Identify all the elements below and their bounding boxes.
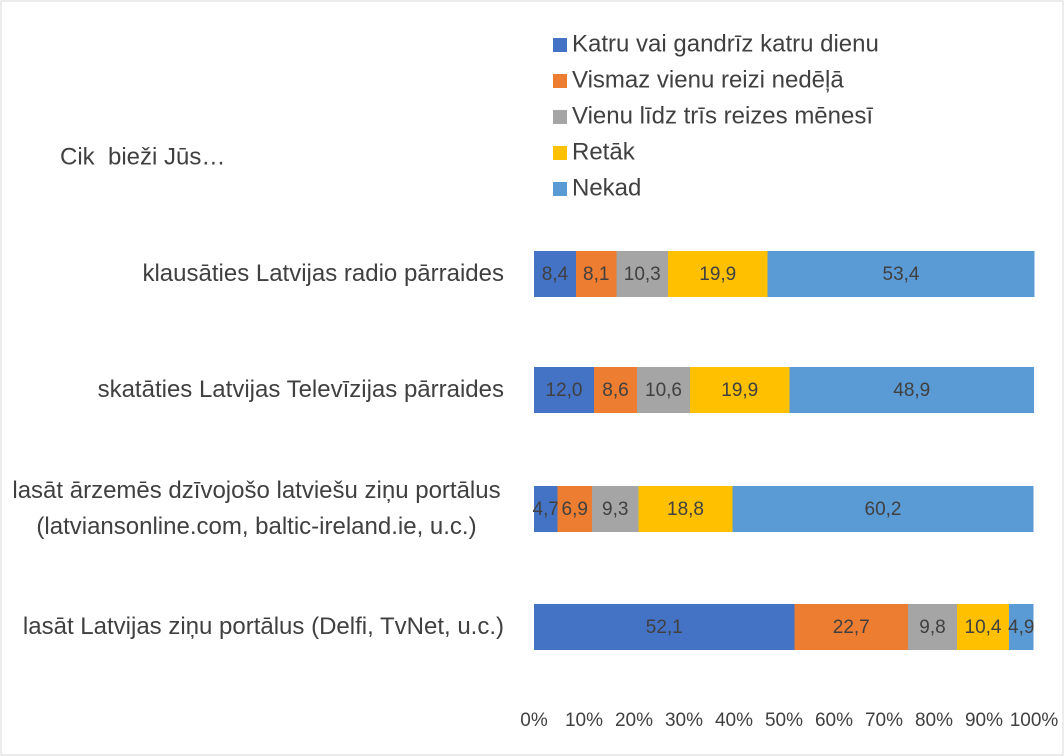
legend-swatch — [553, 74, 567, 88]
data-label: 48,9 — [893, 380, 930, 401]
bar-segment — [534, 486, 558, 532]
data-label: 19,9 — [699, 264, 736, 285]
bar-segment — [534, 251, 576, 297]
bar-segment — [908, 604, 957, 650]
legend-label: Vienu līdz trīs reizes mēnesī — [572, 102, 873, 129]
legend-swatch — [553, 146, 567, 160]
x-tick-label: 100% — [1010, 710, 1059, 731]
x-tick-label: 50% — [765, 710, 803, 731]
x-tick-label: 80% — [915, 710, 953, 731]
data-label: 4,7 — [533, 499, 559, 520]
data-label: 22,7 — [833, 617, 870, 638]
data-label: 53,4 — [883, 264, 920, 285]
data-label: 10,4 — [965, 617, 1002, 638]
data-label: 52,1 — [646, 617, 683, 638]
category-label-box: lasāt Latvijas ziņu portālus (Delfi, TvN… — [4, 567, 504, 687]
bar-segment — [637, 367, 690, 413]
data-label: 9,3 — [602, 499, 628, 520]
legend-swatch — [553, 182, 567, 196]
x-tick-label: 0% — [520, 710, 548, 731]
bar-segment — [789, 367, 1034, 413]
bar-segment — [592, 486, 639, 532]
data-label: 9,8 — [919, 617, 945, 638]
bar-segment — [957, 604, 1009, 650]
x-tick-label: 90% — [965, 710, 1003, 731]
data-label: 8,4 — [542, 264, 569, 285]
data-label: 8,6 — [602, 380, 628, 401]
bar-segment — [794, 604, 908, 650]
bar-segment — [576, 251, 617, 297]
bar-segment — [1009, 604, 1034, 650]
data-label: 18,8 — [667, 499, 704, 520]
data-label: 19,9 — [721, 380, 758, 401]
legend-label: Katru vai gandrīz katru dienu — [572, 30, 879, 57]
bar-segment — [732, 486, 1034, 532]
legend-swatch — [553, 110, 567, 124]
x-tick-label: 20% — [615, 710, 653, 731]
bar-segment — [690, 367, 790, 413]
data-label: 10,6 — [645, 380, 682, 401]
x-tick-label: 70% — [865, 710, 903, 731]
bar-segment — [534, 367, 594, 413]
x-tick-label: 10% — [565, 710, 603, 731]
bar-segment — [557, 486, 592, 532]
data-label: 60,2 — [865, 499, 902, 520]
chart-title: Cik bieži Jūs… — [60, 143, 225, 170]
x-tick-label: 30% — [665, 710, 703, 731]
category-label-box: lasāt ārzemēs dzīvojošo latviešu ziņu po… — [4, 449, 504, 569]
legend-label: Nekad — [572, 174, 641, 201]
category-label-box: klausāties Latvijas radio pārraides — [4, 214, 504, 334]
legend-label: Retāk — [572, 138, 636, 165]
y-tick-label: lasāt Latvijas ziņu portālus (Delfi, TvN… — [22, 613, 504, 640]
bar-segment — [594, 367, 637, 413]
y-tick-label: lasāt ārzemēs dzīvojošo latviešu ziņu po… — [12, 477, 501, 540]
y-tick-label: klausāties Latvijas radio pārraides — [142, 260, 504, 287]
y-tick-label: skatāties Latvijas Televīzijas pārraides — [97, 376, 504, 403]
legend-label: Vismaz vienu reizi nedēļā — [572, 66, 844, 93]
data-label: 12,0 — [546, 380, 583, 401]
bar-segment — [534, 604, 795, 650]
legend-swatch — [553, 38, 567, 52]
bar-segment — [668, 251, 768, 297]
bar-segment — [616, 251, 668, 297]
bar-segment — [638, 486, 733, 532]
x-tick-label: 40% — [715, 710, 753, 731]
data-label: 8,1 — [583, 264, 609, 285]
data-label: 6,9 — [562, 499, 588, 520]
data-label: 10,3 — [624, 264, 661, 285]
x-tick-label: 60% — [815, 710, 853, 731]
data-label: 4,9 — [1008, 617, 1034, 638]
category-label-box: skatāties Latvijas Televīzijas pārraides — [4, 330, 504, 450]
bar-segment — [767, 251, 1035, 297]
